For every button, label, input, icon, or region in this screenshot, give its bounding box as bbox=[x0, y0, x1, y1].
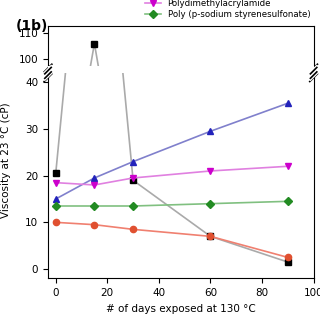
Polydimethylacrylamide bbox=[209, 169, 212, 173]
Polydimethylacrylamide bbox=[209, 260, 212, 264]
Polydimethylacrylamide bbox=[92, 183, 96, 187]
Poly (p-sodium styrenesulfonate) bbox=[92, 279, 96, 283]
Polyacrylamide bbox=[131, 265, 135, 269]
Poly (p-sodium styrenesulfonate) bbox=[286, 199, 290, 203]
Polyacrylamide bbox=[54, 261, 58, 265]
Polyvinylpyrrolidone bbox=[92, 264, 96, 268]
Poly (p-sodium styrenesulfonate) bbox=[92, 204, 96, 208]
Polydimethylacrylamide bbox=[131, 264, 135, 268]
Poly (p-sodium styrenesulfonate) bbox=[286, 277, 290, 281]
Polyacrylic acid bbox=[209, 235, 212, 238]
Polyvinylpyrrolidone bbox=[131, 160, 135, 164]
Polyacrylic acid bbox=[54, 288, 58, 292]
Poly (p-sodium styrenesulfonate) bbox=[131, 279, 135, 283]
Polyvinylpyrrolidone bbox=[131, 255, 135, 259]
Poly (p-sodium styrenesulfonate) bbox=[54, 279, 58, 283]
Polyvinylpyrrolidone bbox=[209, 129, 212, 133]
Polyacrylamide bbox=[209, 235, 212, 238]
Polyacrylic acid bbox=[92, 223, 96, 227]
Polydimethylacrylamide bbox=[286, 258, 290, 261]
Polydimethylacrylamide bbox=[54, 267, 58, 270]
Polyacrylic acid bbox=[131, 292, 135, 296]
Text: Viscosity at 23 °C (cP): Viscosity at 23 °C (cP) bbox=[1, 102, 12, 218]
Polyacrylamide bbox=[92, 42, 96, 45]
Polyvinylpyrrolidone bbox=[54, 276, 58, 279]
Legend: Polyacrylamide, Polyacrylic acid, Polyvinylpyrrolidone, Polydimethylacrylamide, : Polyacrylamide, Polyacrylic acid, Polyvi… bbox=[143, 0, 312, 21]
Polyacrylic acid bbox=[92, 290, 96, 293]
Line: Polyacrylamide: Polyacrylamide bbox=[52, 40, 291, 315]
Polyacrylic acid bbox=[54, 220, 58, 224]
Line: Polyacrylic acid: Polyacrylic acid bbox=[52, 287, 291, 313]
Polyvinylpyrrolidone bbox=[286, 101, 290, 105]
Poly (p-sodium styrenesulfonate) bbox=[131, 204, 135, 208]
Line: Polyacrylamide: Polyacrylamide bbox=[52, 0, 291, 265]
Polyacrylamide bbox=[286, 310, 290, 314]
Line: Poly (p-sodium styrenesulfonate): Poly (p-sodium styrenesulfonate) bbox=[52, 276, 291, 284]
Polyacrylamide bbox=[209, 296, 212, 300]
Polydimethylacrylamide bbox=[286, 164, 290, 168]
Line: Polyacrylic acid: Polyacrylic acid bbox=[52, 219, 291, 260]
Polyacrylic acid bbox=[131, 228, 135, 231]
Poly (p-sodium styrenesulfonate) bbox=[209, 202, 212, 205]
X-axis label: # of days exposed at 130 °C: # of days exposed at 130 °C bbox=[106, 304, 256, 314]
Polyacrylic acid bbox=[286, 308, 290, 311]
Line: Polyvinylpyrrolidone: Polyvinylpyrrolidone bbox=[52, 100, 291, 202]
Poly (p-sodium styrenesulfonate) bbox=[54, 204, 58, 208]
Polyvinylpyrrolidone bbox=[209, 238, 212, 242]
Text: (1b): (1b) bbox=[16, 20, 49, 33]
Polyacrylamide bbox=[54, 172, 58, 175]
Line: Polyvinylpyrrolidone: Polyvinylpyrrolidone bbox=[52, 221, 291, 281]
Polyacrylamide bbox=[131, 178, 135, 182]
Line: Polydimethylacrylamide: Polydimethylacrylamide bbox=[52, 163, 291, 188]
Polyvinylpyrrolidone bbox=[54, 197, 58, 201]
Poly (p-sodium styrenesulfonate) bbox=[209, 278, 212, 282]
Polyacrylic acid bbox=[286, 255, 290, 259]
Line: Poly (p-sodium styrenesulfonate): Poly (p-sodium styrenesulfonate) bbox=[52, 198, 291, 209]
Line: Polydimethylacrylamide: Polydimethylacrylamide bbox=[52, 256, 291, 273]
Polydimethylacrylamide bbox=[92, 268, 96, 272]
Polyvinylpyrrolidone bbox=[92, 176, 96, 180]
Polyacrylic acid bbox=[209, 296, 212, 300]
Polyvinylpyrrolidone bbox=[286, 223, 290, 227]
Polyacrylamide bbox=[286, 260, 290, 264]
Polydimethylacrylamide bbox=[131, 176, 135, 180]
Polydimethylacrylamide bbox=[54, 181, 58, 185]
